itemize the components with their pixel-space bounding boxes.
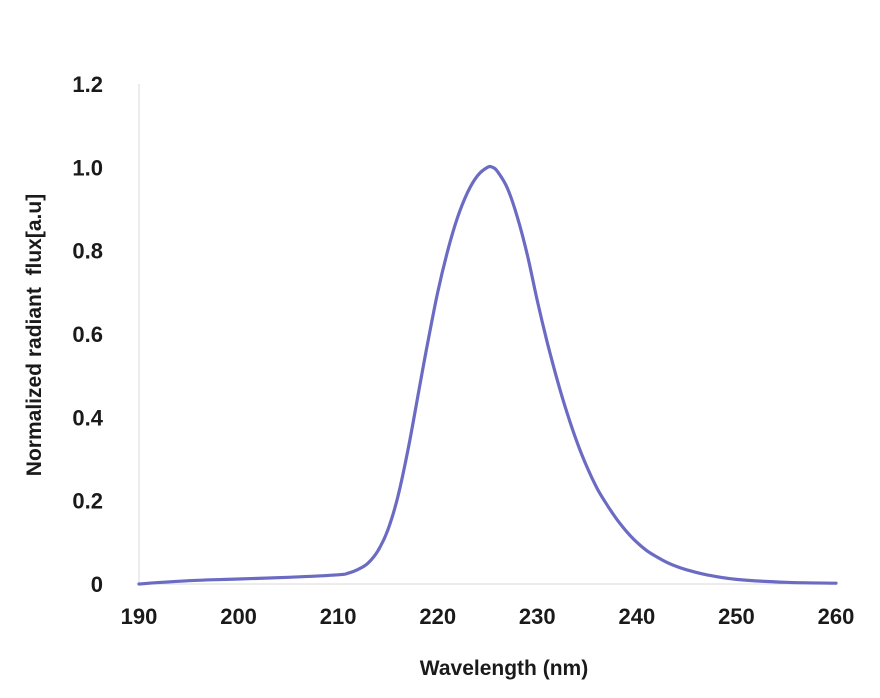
axes	[138, 84, 836, 585]
y-tick-label: 0.2	[72, 489, 103, 514]
y-axis-title: Normalized radiant flux[a.u]	[23, 194, 46, 476]
y-tick-labels: 0 0.2 0.4 0.6 0.8 1.0 1.2	[72, 72, 103, 597]
x-tick-labels: 190 200 210 220 230 240 250 260	[121, 604, 855, 629]
y-tick-label: 0.4	[72, 405, 103, 430]
y-tick-label: 1.2	[72, 72, 103, 97]
x-tick-label: 220	[419, 604, 456, 629]
x-tick-label: 250	[718, 604, 755, 629]
y-tick-label: 0.8	[72, 239, 103, 264]
x-tick-label: 230	[519, 604, 556, 629]
x-tick-label: 200	[220, 604, 257, 629]
x-tick-label: 190	[121, 604, 158, 629]
x-tick-label: 240	[618, 604, 655, 629]
x-axis-title: Wavelength (nm)	[420, 657, 588, 680]
x-tick-label: 210	[320, 604, 357, 629]
y-tick-label: 0	[91, 572, 103, 597]
x-tick-label: 260	[818, 604, 855, 629]
series-line	[137, 164, 838, 586]
y-tick-label: 0.6	[72, 322, 103, 347]
y-tick-label: 1.0	[72, 155, 103, 180]
